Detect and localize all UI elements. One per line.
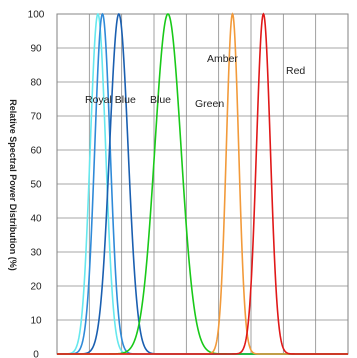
series-lines [57,12,348,355]
y-tick-label: 90 [30,44,42,55]
y-tick-label: 70 [30,112,42,123]
annotations: Royal Blue Blue Green Amber Red [85,53,305,110]
y-tick-label: 80 [30,78,42,89]
y-tick-label: 0 [33,350,39,358]
y-tick-label: 60 [30,146,42,157]
y-axis-ticks: 0 10 20 30 40 50 60 70 80 90 100 [28,10,45,358]
y-tick-label: 20 [30,282,42,293]
annotation-label: Green [195,98,224,110]
y-tick-label: 50 [30,180,42,191]
y-axis-label: Relative Spectral Power Distribution (%) [8,99,18,271]
annotation-label: Royal Blue [85,94,136,106]
y-tick-label: 30 [30,248,42,259]
annotation-label: Amber [207,53,238,65]
y-tick-label: 10 [30,316,42,327]
annotation-label: Red [286,65,305,77]
series-line-6 [57,12,348,355]
y-tick-label: 40 [30,214,42,225]
annotation-label: Blue [150,94,171,106]
y-tick-label: 100 [28,10,45,21]
